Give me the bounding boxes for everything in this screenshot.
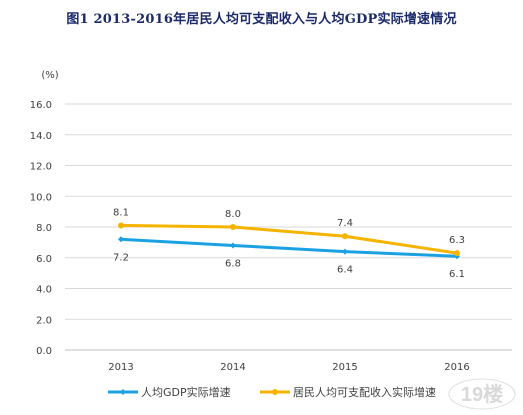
data-point-marker	[454, 250, 460, 257]
gridlines	[65, 103, 512, 351]
axes: (%) 0.0 2.0 4.0 6.0 8.0 10.0 12.0 14.0 16.0 2013 20…	[30, 70, 470, 373]
data-label: 8.1	[113, 207, 129, 218]
y-tick-label: 0.0	[36, 346, 52, 357]
data-labels: 7.2 6.8 6.4 6.1 8.1 8.0 7.4 6.3	[113, 207, 465, 280]
legend-label: 居民人均可支配收入实际增速	[293, 385, 436, 399]
legend-label: 人均GDP实际增速	[141, 385, 231, 399]
legend: 人均GDP实际增速 居民人均可支配收入实际增速	[108, 385, 436, 399]
data-label: 7.4	[337, 218, 353, 229]
svg-text:19楼: 19楼	[461, 383, 503, 406]
data-point-marker	[230, 224, 236, 230]
data-label: 7.2	[113, 252, 129, 263]
y-tick-label: 12.0	[30, 162, 52, 173]
data-label: 6.3	[449, 235, 465, 246]
data-point-marker	[118, 236, 124, 243]
data-label: 6.8	[225, 258, 241, 269]
x-tick-label: 2014	[220, 362, 245, 373]
y-tick-label: 14.0	[30, 131, 52, 142]
y-tick-label: 2.0	[36, 315, 52, 326]
x-tick-label: 2016	[444, 362, 469, 373]
x-tick-label: 2015	[332, 362, 357, 373]
data-label: 6.1	[449, 269, 465, 280]
data-point-marker	[230, 242, 236, 249]
y-tick-label: 6.0	[36, 254, 52, 265]
y-tick-label: 10.0	[30, 192, 52, 203]
y-axis-unit: (%)	[41, 70, 58, 81]
legend-marker	[272, 389, 278, 395]
series-line	[120, 237, 458, 258]
data-point-marker	[342, 233, 348, 240]
watermark-logo: 19楼	[448, 378, 516, 410]
y-tick-label: 4.0	[36, 285, 52, 296]
chart-title: 图1 2013-2016年居民人均可支配收入与人均GDP实际增速情况	[66, 12, 457, 27]
data-point-marker	[342, 248, 348, 255]
data-point-marker	[118, 222, 124, 229]
y-tick-label: 16.0	[30, 100, 52, 111]
legend-marker	[120, 389, 126, 395]
data-label: 8.0	[225, 209, 241, 220]
y-tick-label: 8.0	[36, 223, 52, 234]
x-tick-label: 2013	[108, 362, 133, 373]
series-line	[120, 223, 458, 255]
data-label: 6.4	[337, 265, 353, 276]
series	[118, 222, 460, 260]
